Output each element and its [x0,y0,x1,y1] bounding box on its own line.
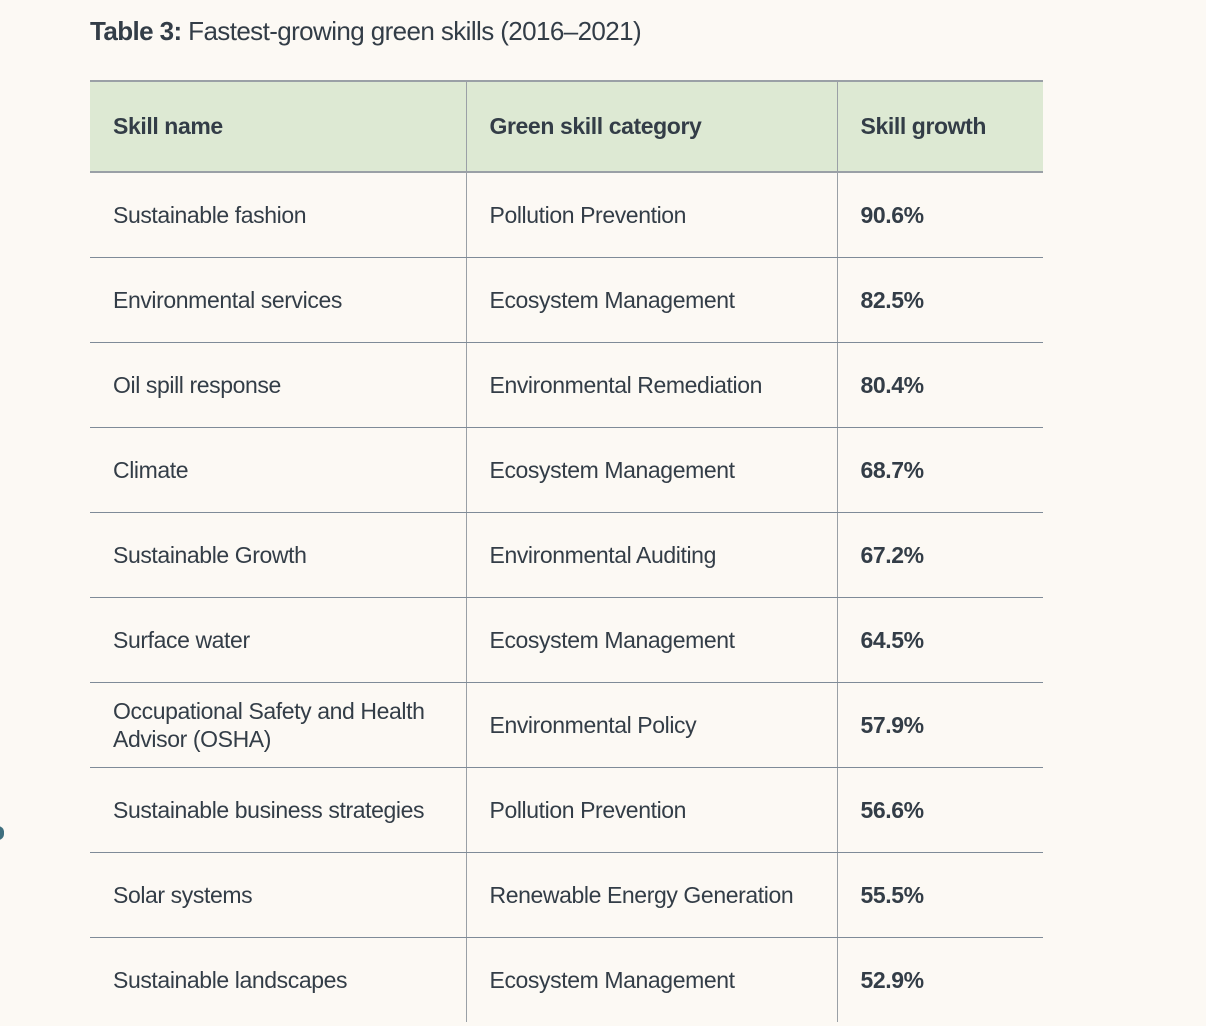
growth-cell: 64.5% [836,597,1043,683]
category-cell: Pollution Prevention [465,172,837,258]
table-row: Sustainable fashion Pollution Prevention 9… [90,172,1043,258]
skill-name-cell: Sustainable Growth [90,512,466,598]
category-cell: Environmental Auditing [465,512,837,598]
table-row: Sustainable Growth Environmental Auditing… [90,512,1043,598]
table-row: Oil spill response Environmental Remediat… [90,342,1043,428]
growth-cell: 80.4% [836,342,1043,428]
skill-name-cell: Sustainable fashion [90,172,466,258]
table-row: Environmental services Ecosystem Manageme… [90,257,1043,343]
skill-name-cell: Climate [90,427,466,513]
growth-cell: 67.2% [836,512,1043,598]
green-skills-table: Skill name Green skill category Skill gr… [90,80,1043,1022]
category-cell: Renewable Energy Generation [465,852,837,938]
category-cell: Ecosystem Management [465,937,837,1022]
growth-cell: 68.7% [836,427,1043,513]
table-row: Surface water Ecosystem Management 64.5% [90,597,1043,683]
skill-name-cell: Sustainable business strategies [90,767,466,853]
skill-name-cell: Occupational Safety and Health Advisor (… [90,682,466,768]
growth-cell: 55.5% [836,852,1043,938]
table-row: Sustainable business strategies Pollution… [90,767,1043,853]
growth-cell: 52.9% [836,937,1043,1022]
category-cell: Pollution Prevention [465,767,837,853]
skill-name-cell: Environmental services [90,257,466,343]
header-skill-name: Skill name [90,80,466,173]
table-caption: Fastest-growing green skills (2016–2021) [188,16,642,46]
table-label: Table 3: [90,16,182,46]
table-row: Climate Ecosystem Management 68.7% [90,427,1043,513]
growth-cell: 57.9% [836,682,1043,768]
table-title: Table 3: Fastest-growing green skills (2… [90,16,642,47]
category-cell: Ecosystem Management [465,257,837,343]
skill-name-cell: Sustainable landscapes [113,967,348,993]
table-row: Solar systems Renewable Energy Generation… [90,852,1043,938]
table-row: Occupational Safety and Health Advisor (… [90,682,1043,768]
growth-cell: 82.5% [836,257,1043,343]
category-cell: Ecosystem Management [465,427,837,513]
decorative-shape [0,826,4,840]
header-growth: Skill growth [836,80,1043,173]
category-cell: Ecosystem Management [465,597,837,683]
table-header-row: Skill name Green skill category Skill gr… [90,80,1043,173]
skill-name-cell: Oil spill response [90,342,466,428]
skill-name-cell: Solar systems [90,852,466,938]
header-category: Green skill category [465,80,837,173]
skill-name-cell: Surface water [90,597,466,683]
category-cell: Environmental Policy [465,682,837,768]
growth-cell: 56.6% [836,767,1043,853]
table-row: Sustainable landscapes Ecosystem Manageme… [90,937,1043,1022]
category-cell: Environmental Remediation [465,342,837,428]
growth-cell: 90.6% [836,172,1043,258]
